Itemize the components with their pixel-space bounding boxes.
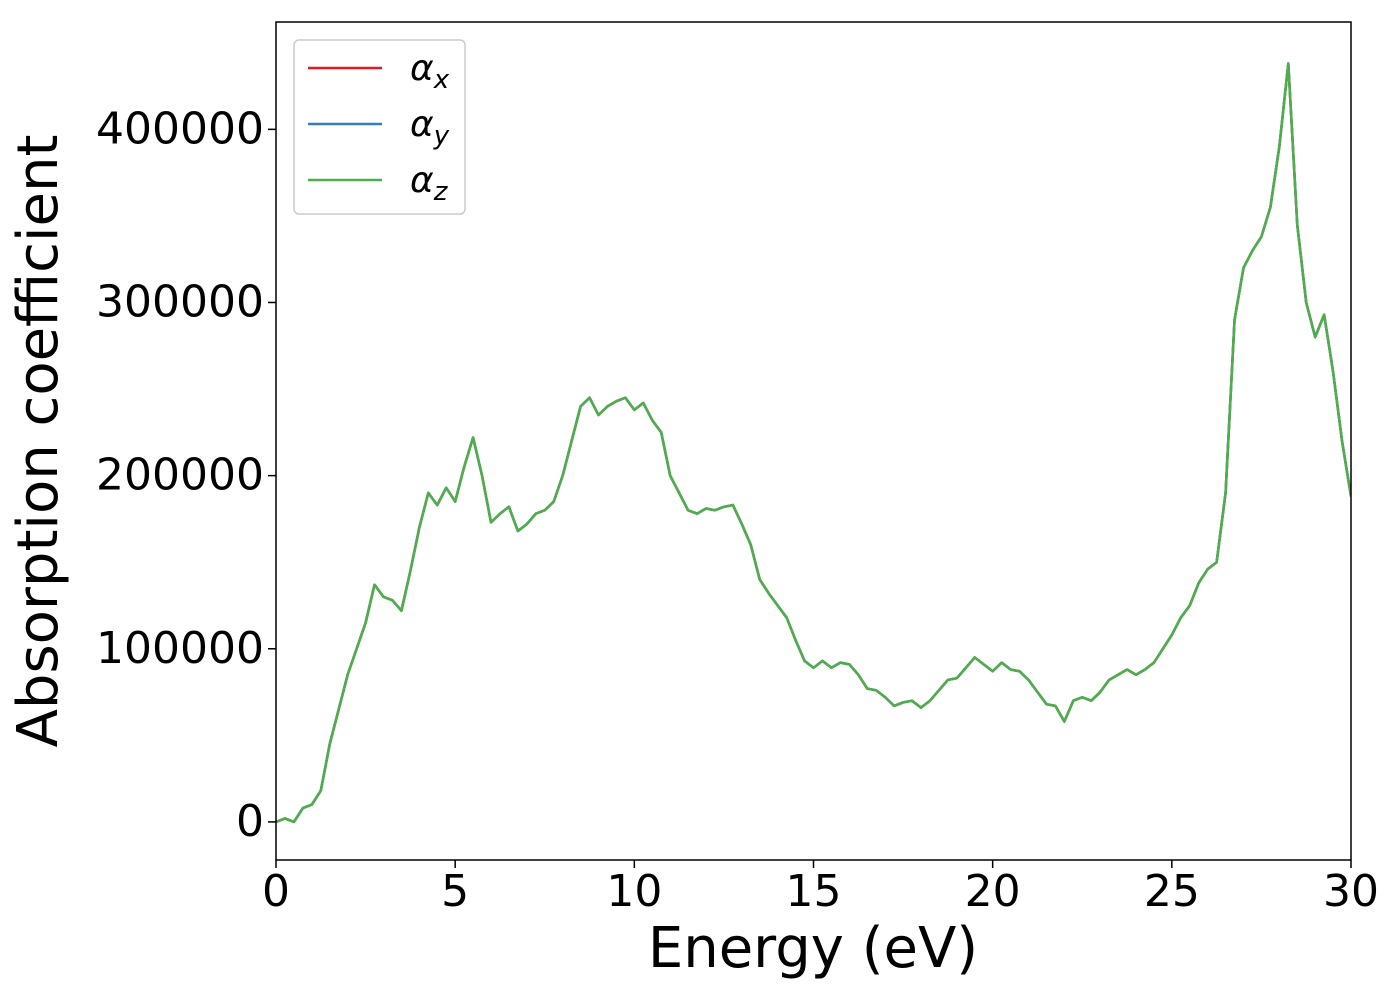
- x-tick-label: 10: [606, 866, 662, 917]
- legend-label: αz: [410, 160, 449, 207]
- y-tick-label: 100000: [96, 623, 264, 674]
- legend-label: αx: [410, 48, 450, 95]
- x-tick-label: 15: [786, 866, 842, 917]
- x-tick-label: 20: [965, 866, 1021, 917]
- y-axis-label: Absorption coefficient: [6, 135, 71, 748]
- x-axis-label: Energy (eV): [648, 916, 978, 981]
- plot-frame: [275, 21, 1352, 861]
- y-tick-label: 300000: [96, 276, 264, 327]
- x-tick-label: 5: [441, 866, 469, 917]
- data-line: [276, 62, 1351, 824]
- legend-box: [293, 39, 466, 215]
- y-tick-label: 200000: [96, 450, 264, 501]
- x-tick-label: 30: [1323, 866, 1379, 917]
- y-tick-label: 400000: [96, 103, 264, 154]
- x-tick-label: 25: [1144, 866, 1200, 917]
- legend-label: αy: [410, 104, 450, 151]
- y-tick-label: 0: [236, 796, 264, 847]
- x-tick-label: 0: [262, 866, 290, 917]
